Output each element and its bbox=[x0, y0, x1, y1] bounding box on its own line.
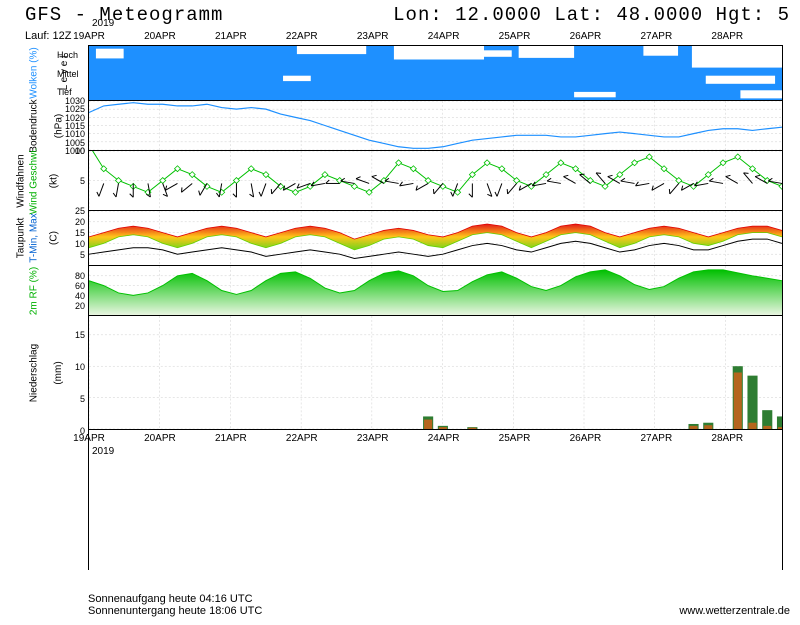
title: GFS - Meteogramm bbox=[25, 4, 223, 26]
sunrise-text: Sonnenaufgang heute 04:16 UTC bbox=[88, 593, 790, 605]
location: Lon: 12.0000 Lat: 48.0000 Hgt: 5 bbox=[393, 4, 790, 26]
header: GFS - Meteogramm Lon: 12.0000 Lat: 48.00… bbox=[25, 4, 790, 26]
panel: 2m RF (%)20406080 bbox=[89, 265, 782, 315]
meteogram-panels: Wolken (%)L e v e lHochMittelTief201919A… bbox=[88, 45, 783, 570]
credit: www.wetterzentrale.de bbox=[679, 605, 790, 617]
panel: T-Min, MaxTaupunkt(C)510152025 bbox=[89, 210, 782, 265]
panel: Niederschlag(mm)05101519APR20APR21APR22A… bbox=[89, 315, 782, 430]
panel: Bodendruck(hPa)1000100510101015102010251… bbox=[89, 100, 782, 150]
panel: Wind Geschwi.Windfahnen(kt)510 bbox=[89, 150, 782, 210]
footer: Sonnenaufgang heute 04:16 UTC Sonnenunte… bbox=[88, 593, 790, 617]
panel: Wolken (%)L e v e lHochMittelTief201919A… bbox=[89, 45, 782, 100]
